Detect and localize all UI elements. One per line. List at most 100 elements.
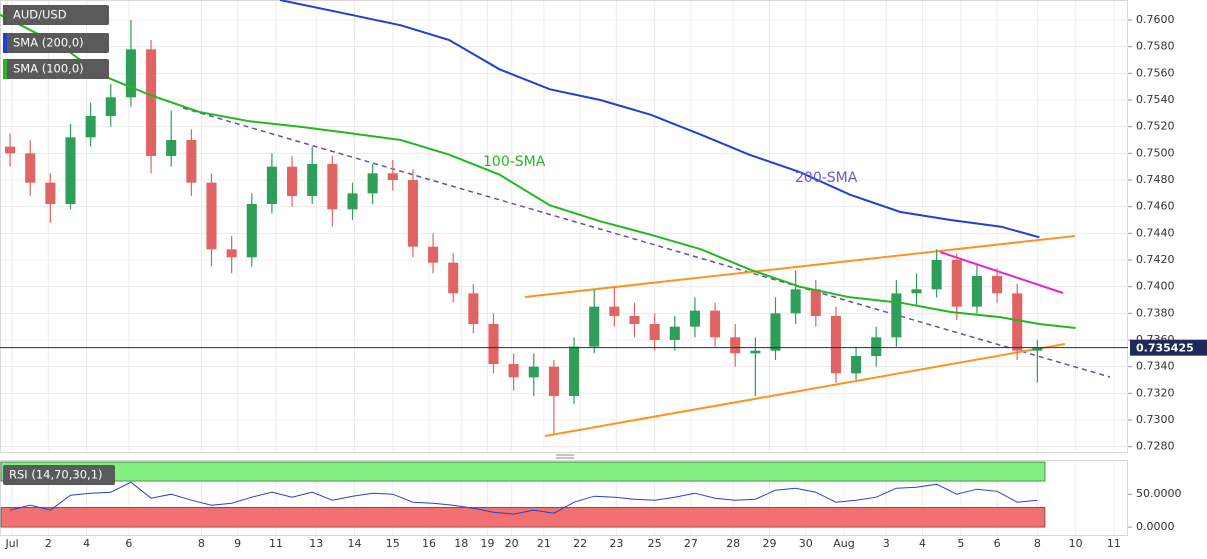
y-tick-label: 0.7340 [1136, 360, 1175, 373]
trendline [524, 235, 1076, 298]
x-tick-label: Jul [4, 537, 18, 550]
y-tick-label: 0.7460 [1136, 200, 1175, 213]
x-tick-label: 6 [125, 537, 132, 550]
candle-body [307, 164, 318, 196]
legend-box [3, 59, 109, 79]
x-tick-label: 9 [234, 537, 241, 550]
x-tick-label: 22 [573, 537, 587, 550]
y-tick-label: 0.7380 [1136, 306, 1175, 319]
legend-swatch [3, 33, 7, 53]
candle-body [327, 164, 338, 210]
candle-body [911, 289, 922, 294]
x-tick-label: 6 [994, 537, 1001, 550]
candle-body [65, 137, 76, 204]
x-tick-label: 3 [883, 537, 890, 550]
legend-swatch [3, 5, 7, 25]
candle-body [508, 364, 519, 378]
candle-body [125, 49, 136, 98]
x-tick-label: 14 [348, 537, 362, 550]
x-tick-label: 16 [422, 537, 436, 550]
trendline [182, 107, 1111, 378]
candle-body [105, 97, 116, 116]
y-tick-label: 0.7600 [1136, 13, 1175, 26]
candle-body [5, 146, 16, 154]
y-tick-label: 0.7580 [1136, 40, 1175, 53]
overbought-zone [0, 461, 1046, 482]
candle-body [830, 316, 841, 374]
candle-body [810, 289, 821, 316]
y-tick-label: 0.7560 [1136, 66, 1175, 79]
candle-body [649, 324, 660, 340]
candle-body [206, 182, 217, 250]
legend-label: SMA (200,0) [13, 36, 84, 50]
candle-body [448, 262, 459, 294]
candle-body [186, 140, 197, 183]
x-tick-label: 8 [198, 537, 205, 550]
last-price-box [1130, 339, 1207, 356]
x-tick-label: 8 [1034, 537, 1041, 550]
x-tick-label: 4 [919, 537, 926, 550]
x-tick-label: 10 [1069, 537, 1083, 550]
candle-body [971, 276, 982, 307]
legend-label: SMA (100,0) [13, 62, 84, 76]
candle-body [871, 337, 882, 356]
sma-line [0, 13, 1076, 329]
candle-body [548, 366, 559, 396]
candle-body [770, 313, 781, 351]
legend-box [3, 5, 109, 25]
candle-body [25, 153, 36, 183]
candle-body [790, 289, 801, 314]
annotation: 200-SMA [795, 170, 858, 186]
y-tick-label: 0.7320 [1136, 386, 1175, 399]
candle-body [287, 166, 298, 196]
last-price-label: 0.735425 [1136, 342, 1194, 355]
candle-body [407, 180, 418, 247]
y-tick-label: 0.7520 [1136, 120, 1175, 133]
panel-handle[interactable] [556, 454, 574, 459]
legend-label: RSI (14,70,30,1) [9, 468, 103, 482]
candle-body [750, 350, 761, 354]
candle-body [387, 173, 398, 180]
price-panel [0, 0, 1128, 453]
trendlines [182, 107, 1111, 437]
y-tick-label: 0.7400 [1136, 280, 1175, 293]
candle-body [689, 310, 700, 327]
candle-body [166, 140, 177, 156]
x-tick-label: 28 [726, 537, 740, 550]
x-tick-label: 18 [454, 537, 468, 550]
y-tick-label: 0.0000 [1136, 520, 1175, 533]
candle-body [468, 293, 479, 324]
oversold-zone [0, 507, 1046, 528]
y-tick-label: 50.0000 [1136, 487, 1182, 500]
candle-body [1012, 293, 1023, 351]
candle-body [992, 276, 1003, 294]
candle-body [45, 182, 56, 204]
y-tick-label: 0.7540 [1136, 93, 1175, 106]
candle-body [428, 246, 439, 263]
x-tick-label: 23 [609, 537, 623, 550]
x-tick-label: 25 [648, 537, 662, 550]
candle-body [851, 356, 862, 374]
legend-label: AUD/USD [13, 8, 67, 22]
sma-line [279, 0, 1040, 239]
x-tick-label: 27 [684, 537, 698, 550]
candle-body [226, 249, 237, 258]
candle-body [146, 49, 157, 157]
y-tick-label: 0.7500 [1136, 146, 1175, 159]
candle-body [569, 346, 580, 396]
legend-swatch [3, 59, 7, 79]
y-tick-label: 0.7440 [1136, 226, 1175, 239]
candle-body [367, 173, 378, 194]
x-tick-label: 30 [799, 537, 813, 550]
candle-body [488, 324, 499, 364]
candle-body [1032, 348, 1043, 351]
x-tick-label: 19 [480, 537, 494, 550]
y-tick-label: 0.7480 [1136, 173, 1175, 186]
rsi-line [9, 481, 1038, 515]
x-tick-label: 4 [83, 537, 90, 550]
legend-box [3, 33, 109, 53]
x-tick-label: 20 [505, 537, 519, 550]
candle-body [266, 166, 277, 204]
trendline [939, 251, 1064, 294]
